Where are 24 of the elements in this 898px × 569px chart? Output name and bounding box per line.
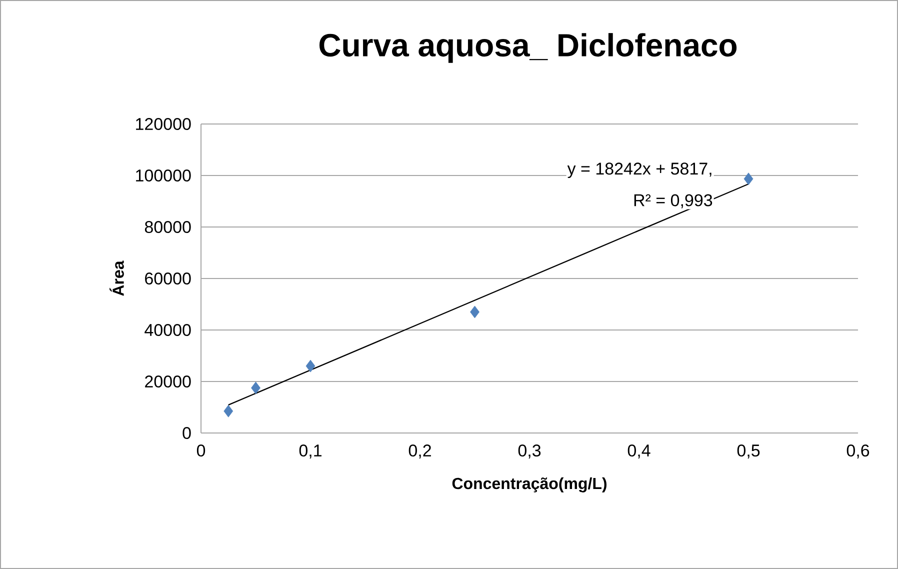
x-tick-label: 0,5 <box>737 444 760 459</box>
annotation: y = 18242x + 5817, <box>567 162 712 178</box>
point <box>224 404 234 418</box>
chart-title: Curva aquosa_ Diclofenaco <box>319 33 737 63</box>
y-tick-label: 100000 <box>136 169 191 182</box>
x-tick-label: 0,1 <box>299 444 322 459</box>
x-tick-label: 0,6 <box>846 444 870 459</box>
y-axis-title: Área <box>110 260 124 296</box>
y-tick-label: 120000 <box>136 118 191 130</box>
y-tick-label: 20000 <box>145 375 191 388</box>
x-tick-label: 0 <box>196 444 206 457</box>
x-axis-title: Concentração(mg/L) <box>452 477 606 492</box>
x-tick-label: 0,4 <box>628 444 650 459</box>
y-tick-label: 0 <box>182 426 191 440</box>
x-tick-label: 0,3 <box>518 444 541 459</box>
point <box>744 172 754 186</box>
annotation: R² = 0,993 <box>634 194 712 208</box>
point <box>251 382 260 394</box>
y-tick-label: 60000 <box>145 272 191 285</box>
point <box>470 306 480 318</box>
x-tick-label: 0,2 <box>408 444 431 459</box>
y-tick-label: 40000 <box>144 324 191 336</box>
y-tick-label: 80000 <box>144 220 191 234</box>
point <box>306 360 316 372</box>
